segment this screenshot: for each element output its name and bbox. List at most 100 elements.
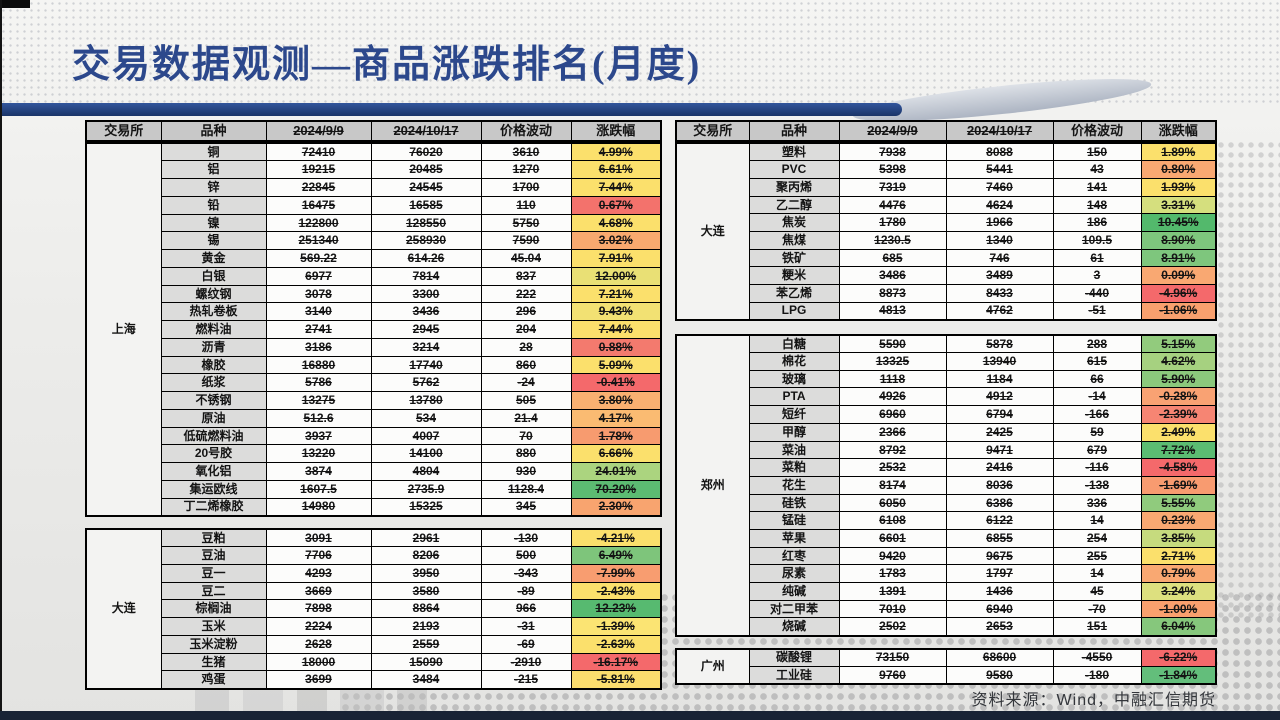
price-change-cell: -69	[480, 634, 572, 654]
price-curr-cell: 3436	[370, 302, 482, 321]
price-curr-cell-text: 14100	[409, 446, 443, 461]
price-prev-cell: 2628	[265, 634, 372, 654]
pct-change-cell: 1.89%	[1140, 142, 1217, 162]
table-row: 20号胶 13220 14100 880 6.66%	[86, 444, 662, 463]
product-name-cell-text: 生猪	[201, 654, 226, 669]
pct-change-cell-text: 10.45%	[1157, 215, 1199, 230]
price-change-cell: 288	[1052, 334, 1142, 354]
pct-change-cell-text: 3.02%	[598, 233, 633, 248]
table-row: 生猪 18000 15090 -2910 -16.17%	[86, 652, 662, 672]
product-name-cell: 粳米	[748, 266, 840, 285]
price-change-cell-text: -138	[1084, 477, 1110, 492]
price-change-cell-text: 345	[515, 499, 537, 514]
price-change-cell: 43	[1052, 160, 1142, 179]
table-row: 铁矿 685 746 61 8.91%	[676, 248, 1217, 268]
pct-change-cell-text: 4.99%	[598, 144, 633, 159]
price-change-cell-text: 148	[1086, 197, 1108, 212]
product-name-cell-text: 白银	[201, 268, 226, 283]
price-prev-cell-text: 6108	[879, 513, 906, 528]
product-name-cell: 硅铁	[748, 493, 840, 513]
pct-change-cell-text: 1.89%	[1161, 144, 1196, 159]
table-row: 棉花 13325 13940 615 4.62%	[676, 352, 1217, 371]
price-change-cell: 930	[480, 462, 572, 481]
price-curr-cell: 15325	[370, 497, 482, 517]
product-name-cell-text: 螺纹钢	[195, 286, 232, 301]
price-change-cell-text: -130	[513, 530, 539, 545]
price-change-cell-text: -116	[1085, 460, 1109, 475]
price-curr-cell: 8864	[370, 599, 482, 618]
pct-change-cell: 6.04%	[1140, 617, 1217, 637]
price-curr-cell-text: 8864	[412, 601, 440, 616]
price-change-cell: 45.04	[480, 249, 572, 268]
price-curr-cell: 2735.9	[370, 479, 482, 499]
price-curr-cell-text: 4007	[412, 428, 440, 443]
product-name-cell: 乙二醇	[748, 195, 840, 215]
pct-change-cell-text: 2.71%	[1161, 548, 1196, 563]
pct-change-cell: 5.55%	[1140, 493, 1217, 513]
pct-change-cell-text: 0.67%	[598, 197, 633, 212]
price-change-cell: -138	[1052, 475, 1142, 495]
column-header: 2024/10/17	[945, 120, 1054, 142]
price-change-cell-text: 45.04	[510, 251, 542, 266]
price-prev-cell: 1780	[838, 213, 947, 232]
product-name-cell: 尿素	[748, 564, 840, 583]
price-curr-cell-text: 7814	[412, 268, 440, 283]
price-prev-cell: 3486	[838, 266, 947, 285]
price-prev-cell-text: 1607.5	[300, 481, 337, 496]
price-prev-cell: 6601	[838, 528, 947, 548]
price-change-cell: 45	[1052, 582, 1142, 601]
price-prev-cell: 3140	[265, 302, 372, 321]
price-change-cell-text: -14	[1088, 389, 1106, 404]
price-change-cell-text: 14	[1090, 513, 1104, 528]
pct-change-cell: 0.23%	[1140, 511, 1217, 530]
price-prev-cell-text: 19215	[301, 162, 336, 177]
price-change-cell: -14	[1052, 387, 1142, 407]
table-row: 大连 豆粕 3091 2961 -130 -4.21%	[85, 528, 662, 689]
price-change-cell: 70	[480, 426, 572, 446]
price-prev-cell: 122800	[265, 213, 372, 233]
table-header-row: 交易所 品种 2024/9/9 2024/10/17 价格波动 涨跌幅	[85, 120, 662, 142]
price-prev-cell-text: 122800	[298, 215, 339, 230]
price-curr-cell-text: 2416	[986, 460, 1013, 475]
price-prev-cell-text: 6960	[879, 407, 906, 422]
product-name-cell: 塑料	[748, 142, 840, 162]
product-name-cell: 纸浆	[160, 373, 267, 392]
price-change-cell: 679	[1052, 440, 1142, 460]
exchange-block-广州: 广州 碳酸锂 73150 68600 -4550 -6.22% 工业硅 9760 9580 -18…	[675, 647, 1217, 685]
pct-change-cell-text: -1.39%	[596, 619, 635, 634]
exchange-block-大连: 大连 豆粕 3091 2961 -130 -4.21% 豆油 7706 8206 500 6.49%…	[85, 527, 662, 690]
pct-change-cell: 2.30%	[570, 497, 662, 517]
pct-change-cell-text: 70.20%	[595, 481, 637, 496]
price-prev-cell-text: 16475	[301, 197, 336, 212]
price-curr-cell-text: 8036	[986, 477, 1013, 492]
price-prev-cell: 512.6	[265, 408, 372, 428]
pct-change-cell: 4.62%	[1140, 352, 1217, 371]
table-row: 燃料油 2741 2945 204 7.44%	[86, 320, 662, 339]
table-row: PTA 4926 4912 -14 -0.28%	[676, 387, 1217, 407]
price-prev-cell-text: 569.22	[300, 251, 337, 266]
pct-change-cell: -4.58%	[1140, 458, 1217, 477]
table-row: LPG 4813 4762 -51 -1.06%	[676, 301, 1217, 321]
product-name-cell-text: 豆一	[201, 565, 226, 580]
product-name-cell-text: PTA	[782, 389, 806, 404]
ranking-table-right: 交易所 品种 2024/9/9 2024/10/17 价格波动 涨跌幅 大连 塑料 7938 80…	[675, 120, 1217, 685]
product-name-cell-text: 玉米淀粉	[189, 636, 238, 651]
table-row: 玻璃 1118 1184 66 5.90%	[676, 369, 1217, 389]
price-curr-cell: 6386	[945, 493, 1054, 513]
price-change-cell: 148	[1052, 195, 1142, 215]
price-prev-cell: 9420	[838, 546, 947, 566]
table-row: 锌 22845 24545 1700 7.44%	[86, 178, 662, 197]
price-curr-cell-text: 746	[989, 250, 1010, 265]
product-name-cell-text: 燃料油	[195, 322, 232, 337]
price-prev-cell: 3669	[265, 581, 372, 601]
price-curr-cell-text: 614.26	[407, 251, 445, 266]
product-name-cell: 铅	[160, 195, 267, 215]
price-change-cell-text: 43	[1090, 162, 1104, 177]
price-prev-cell: 13220	[265, 444, 372, 463]
price-prev-cell-text: 7706	[305, 548, 332, 563]
product-name-cell: 短纤	[748, 405, 840, 424]
product-name-cell-text: 甲醇	[781, 424, 806, 439]
pct-change-cell: -1.69%	[1140, 475, 1217, 495]
product-name-cell-text: 工业硅	[775, 667, 812, 682]
exchange-label-text: 大连	[700, 224, 725, 239]
